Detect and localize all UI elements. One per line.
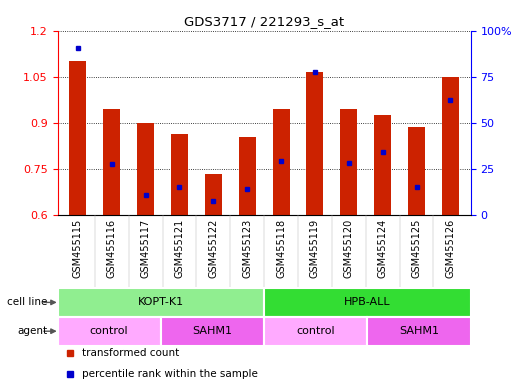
Text: GSM455125: GSM455125 — [412, 219, 422, 278]
Bar — [408, 127, 425, 215]
Text: HPB-ALL: HPB-ALL — [344, 297, 391, 308]
Bar — [367, 317, 471, 346]
Bar — [205, 174, 222, 215]
Text: GSM455115: GSM455115 — [73, 219, 83, 278]
Bar — [374, 115, 391, 215]
Text: GSM455121: GSM455121 — [175, 219, 185, 278]
Text: cell line: cell line — [7, 297, 47, 308]
Text: GSM455117: GSM455117 — [141, 219, 151, 278]
Title: GDS3717 / 221293_s_at: GDS3717 / 221293_s_at — [184, 15, 344, 28]
Text: SAHM1: SAHM1 — [399, 326, 439, 336]
Text: transformed count: transformed count — [82, 348, 179, 358]
Text: SAHM1: SAHM1 — [192, 326, 232, 336]
Text: GSM455124: GSM455124 — [378, 219, 388, 278]
Text: control: control — [90, 326, 129, 336]
Text: GSM455118: GSM455118 — [276, 219, 286, 278]
Text: GSM455122: GSM455122 — [208, 219, 218, 278]
Bar — [58, 288, 264, 317]
Text: GSM455123: GSM455123 — [242, 219, 252, 278]
Bar — [442, 77, 459, 215]
Bar — [103, 109, 120, 215]
Bar — [264, 288, 471, 317]
Text: GSM455120: GSM455120 — [344, 219, 354, 278]
Bar — [264, 317, 367, 346]
Bar — [238, 137, 256, 215]
Bar — [272, 109, 290, 215]
Bar — [340, 109, 357, 215]
Bar — [306, 72, 323, 215]
Text: control: control — [297, 326, 335, 336]
Text: GSM455119: GSM455119 — [310, 219, 320, 278]
Text: agent: agent — [17, 326, 47, 336]
Bar — [171, 134, 188, 215]
Text: KOPT-K1: KOPT-K1 — [138, 297, 184, 308]
Bar — [58, 317, 161, 346]
Bar — [70, 61, 86, 215]
Text: percentile rank within the sample: percentile rank within the sample — [82, 369, 258, 379]
Bar — [137, 123, 154, 215]
Bar — [161, 317, 264, 346]
Text: GSM455126: GSM455126 — [446, 219, 456, 278]
Text: GSM455116: GSM455116 — [107, 219, 117, 278]
